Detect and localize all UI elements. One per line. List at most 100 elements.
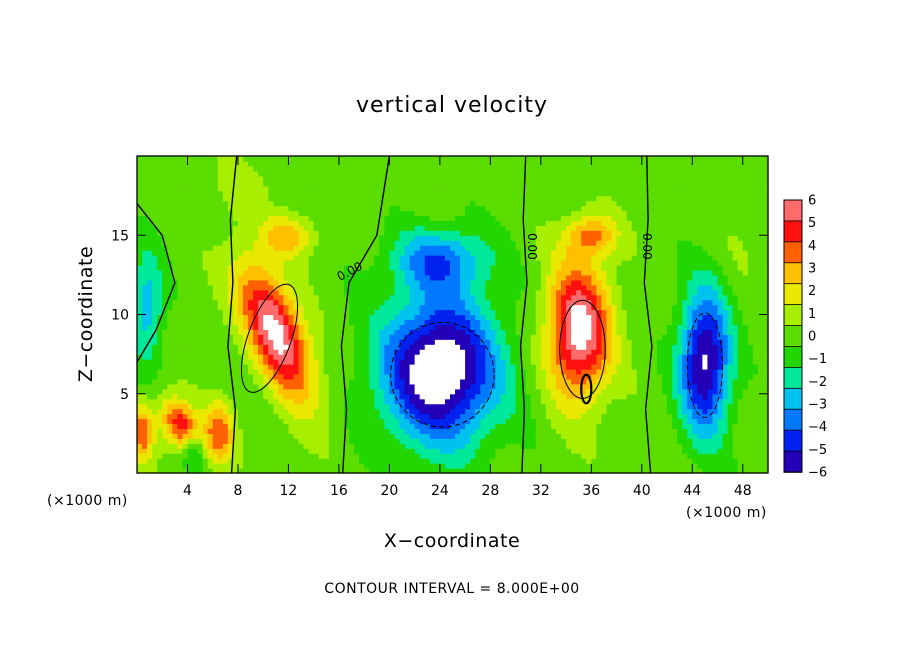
heatmap-cell [510,349,517,355]
heatmap-cell [142,383,148,390]
heatmap-cell [253,418,259,425]
heatmap-cell [359,433,365,439]
heatmap-cell [232,195,239,202]
heatmap-cell [217,463,224,469]
heatmap-cell [192,403,199,410]
heatmap-cell [313,156,320,162]
heatmap-cell [333,260,340,266]
heatmap-cell [142,170,148,177]
heatmap-cell [505,284,512,291]
heatmap-cell [263,413,269,420]
heatmap-cell [429,329,436,335]
heatmap-cell [278,255,284,261]
heatmap-cell [187,443,194,449]
heatmap-cell [424,314,431,321]
heatmap-cell [475,160,481,167]
heatmap-cell [419,359,426,365]
heatmap-cell [147,359,153,365]
heatmap-cell [444,368,451,375]
heatmap-cell [283,378,290,385]
heatmap-cell [323,309,330,316]
heatmap-cell [167,364,173,370]
heatmap-cell [343,443,350,449]
heatmap-cell [217,195,224,202]
heatmap-cell [263,354,269,360]
heatmap-cell [439,284,446,291]
heatmap-cell [434,443,441,449]
heatmap-cell [237,408,244,415]
heatmap-cell [162,408,168,415]
heatmap-cell [303,304,310,311]
heatmap-cell [369,324,375,330]
heatmap-cell [288,195,295,202]
heatmap-cell [495,443,502,449]
heatmap-cell [349,349,355,355]
heatmap-cell [232,230,239,236]
heatmap-cell [379,205,385,212]
heatmap-cell [374,180,380,187]
heatmap-cell [283,334,290,340]
heatmap-cell [460,329,466,335]
heatmap-cell [424,264,431,271]
heatmap-cell [308,319,315,325]
heatmap-cell [172,329,178,335]
heatmap-cell [460,344,466,350]
heatmap-cell [389,324,396,330]
heatmap-cell [455,453,461,459]
heatmap-cell [414,299,421,306]
heatmap-cell [283,383,290,390]
heatmap-cell [495,438,502,444]
heatmap-cell [333,413,340,420]
heatmap-cell [172,225,178,231]
heatmap-cell [439,403,446,410]
heatmap-cell [157,279,163,286]
heatmap-cell [232,354,239,360]
heatmap-cell [515,269,522,276]
heatmap-cell [510,428,517,434]
heatmap-cell [374,289,380,296]
heatmap-cell [359,225,365,231]
heatmap-cell [500,388,507,395]
heatmap-cell [520,235,527,241]
heatmap-cell [288,359,295,365]
heatmap-cell [409,180,416,187]
heatmap-cell [237,378,244,385]
heatmap-cell [374,428,380,434]
heatmap-cell [202,398,209,405]
heatmap-cell [323,413,330,420]
heatmap-cell [490,185,497,192]
heatmap-cell [212,220,219,226]
heatmap-cell [490,378,497,385]
heatmap-cell [333,250,340,256]
heatmap-cell [212,354,219,360]
heatmap-cell [212,324,219,330]
heatmap-cell [434,398,441,405]
heatmap-cell [187,368,194,375]
heatmap-cell [278,190,284,197]
heatmap-cell [253,180,259,187]
heatmap-cell [177,240,184,246]
heatmap-cell [177,344,184,350]
heatmap-cell [510,364,517,370]
heatmap-cell [429,413,436,420]
heatmap-cell [162,210,168,217]
heatmap-cell [318,349,325,355]
heatmap-cell [137,408,143,415]
heatmap-cell [152,423,158,430]
heatmap-cell [323,225,330,231]
heatmap-cell [283,443,290,449]
heatmap-cell [343,215,350,221]
heatmap-cell [248,210,254,217]
heatmap-cell [354,329,360,335]
heatmap-cell [283,468,290,474]
heatmap-cell [354,443,360,449]
heatmap-cell [142,284,148,291]
heatmap-cell [439,185,446,192]
heatmap-cell [333,294,340,301]
heatmap-cell [258,205,264,212]
heatmap-cell [470,235,476,241]
heatmap-cell [369,185,375,192]
heatmap-cell [177,398,184,405]
heatmap-cell [490,215,497,221]
heatmap-cell [480,448,486,454]
